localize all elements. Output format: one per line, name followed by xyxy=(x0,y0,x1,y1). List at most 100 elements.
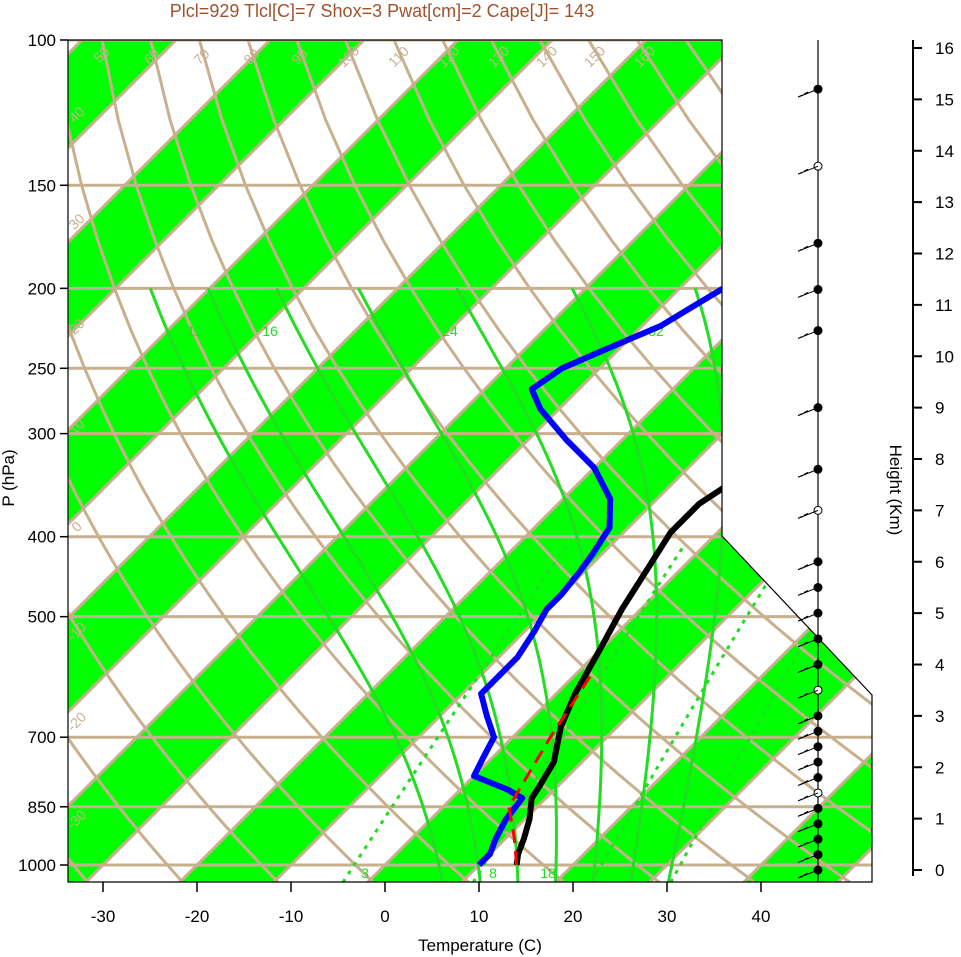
height-tick-label: 12 xyxy=(935,245,954,264)
wind-barb xyxy=(797,792,819,802)
pressure-tick-label: 400 xyxy=(28,528,56,547)
moist-adiabat xyxy=(455,287,604,882)
isotherm-label: 0 xyxy=(726,458,743,475)
height-tick-label: 11 xyxy=(935,296,953,315)
wind-barb xyxy=(797,869,819,879)
isotherm-label: 10 xyxy=(723,340,745,362)
moist-adiabat xyxy=(206,287,482,882)
temperature-tick-label: -10 xyxy=(279,907,304,926)
wind-barb xyxy=(797,664,819,673)
height-tick-label: 8 xyxy=(935,450,944,469)
wind-barb xyxy=(797,761,819,771)
isotherm-label: 10 xyxy=(745,537,767,559)
green-band xyxy=(68,40,632,882)
dry-adiabat xyxy=(100,40,661,882)
moist-adiabat xyxy=(357,287,558,882)
height-tick-label: 15 xyxy=(935,90,954,109)
pressure-tick-label: 850 xyxy=(28,798,56,817)
height-tick-label: 6 xyxy=(935,553,944,572)
moist-adiabat xyxy=(570,287,659,882)
dry-adiabat xyxy=(295,40,872,882)
height-tick-label: 5 xyxy=(935,604,944,623)
wind-barb xyxy=(797,165,819,175)
height-tick-label: 16 xyxy=(935,39,954,58)
wind-barb-column xyxy=(797,40,823,882)
isotherm-line xyxy=(68,40,258,882)
pressure-tick-label: 200 xyxy=(28,279,56,298)
wind-barb xyxy=(797,689,819,699)
wind-barb xyxy=(797,823,819,833)
wind-barb xyxy=(797,468,819,478)
height-tick-label: 10 xyxy=(935,347,954,366)
pressure-axis: 100 150 200 250 300 400 500 700 850 1000 xyxy=(18,31,68,875)
wind-barb xyxy=(797,561,819,571)
isotherm-label: 70 xyxy=(190,45,212,67)
wind-barb xyxy=(797,330,819,340)
green-band xyxy=(538,40,872,882)
mixing-ratio-label: 16 xyxy=(262,323,278,339)
isotherm-line xyxy=(631,40,872,882)
isotherm-label: 30 xyxy=(723,120,745,142)
wind-barb xyxy=(797,730,819,740)
temperature-axis: -30 -20 -10 0 10 20 30 40 xyxy=(91,882,770,926)
temperature-tick-label: -30 xyxy=(91,907,116,926)
isotherm-label: 0 xyxy=(68,518,85,535)
isotherm-line xyxy=(68,40,352,882)
temperature-tick-label: 0 xyxy=(380,907,389,926)
isotherm-line xyxy=(68,40,634,882)
x-axis-title: Temperature (C) xyxy=(418,936,542,955)
wind-barb xyxy=(797,242,819,252)
height-tick-label: 9 xyxy=(935,399,944,418)
wind-barb xyxy=(797,509,819,519)
dry-adiabat xyxy=(441,40,872,882)
pressure-tick-label: 250 xyxy=(28,359,56,378)
wind-barb xyxy=(797,612,819,622)
mixing-ratio-label: 18 xyxy=(540,865,556,881)
temperature-tick-label: 10 xyxy=(470,907,489,926)
height-tick-label: 13 xyxy=(935,193,954,212)
mixing-ratio-label: 24 xyxy=(442,323,458,339)
dry-adiabat xyxy=(68,40,566,882)
profiles xyxy=(471,71,872,868)
wind-barb xyxy=(797,807,819,817)
dry-adiabat xyxy=(343,40,872,882)
pressure-tick-label: 1000 xyxy=(18,856,56,875)
y-axis-title: P (hPa) xyxy=(0,449,18,506)
chart-title: Plcl=929 Tlcl[C]=7 Shox=3 Pwat[cm]=2 Cap… xyxy=(170,1,594,21)
wind-barb xyxy=(797,854,819,864)
height-tick-label: 2 xyxy=(935,758,944,777)
temperature-tick-label: -20 xyxy=(185,907,210,926)
wind-barb xyxy=(797,838,819,848)
mixing-ratio-label: 3 xyxy=(361,865,369,881)
pressure-tick-label: 150 xyxy=(28,176,56,195)
dry-adiabat xyxy=(68,40,280,882)
wind-barb xyxy=(797,586,819,596)
isotherm-line xyxy=(68,40,446,882)
height-tick-label: 3 xyxy=(935,707,944,726)
wind-barb xyxy=(797,715,819,725)
wind-barb xyxy=(797,288,819,298)
height-tick-label: 14 xyxy=(935,142,954,161)
moist-adiabat xyxy=(275,287,520,882)
wind-barb xyxy=(797,746,819,756)
isotherm-label: 20 xyxy=(795,590,817,612)
dry-adiabat xyxy=(68,40,375,882)
isotherm-label: 110 xyxy=(385,43,412,70)
pressure-tick-label: 100 xyxy=(28,31,56,50)
dry-adiabat xyxy=(929,40,961,883)
dry-adiabat xyxy=(149,40,756,882)
isotherm-line xyxy=(68,40,728,882)
temperature-tick-label: 20 xyxy=(564,907,583,926)
height-tick-label: 0 xyxy=(935,861,944,880)
dry-adiabat xyxy=(392,40,872,882)
dewpoint-profile xyxy=(471,77,872,868)
temperature-tick-label: 30 xyxy=(658,907,677,926)
isotherm-label: 20 xyxy=(723,230,745,252)
height-axis-title: Height (Km) xyxy=(886,445,905,536)
mixing-ratio-label: 12 xyxy=(187,323,203,339)
green-band xyxy=(68,40,444,882)
dry-adiabat xyxy=(197,40,852,882)
dry-adiabat xyxy=(68,40,470,882)
